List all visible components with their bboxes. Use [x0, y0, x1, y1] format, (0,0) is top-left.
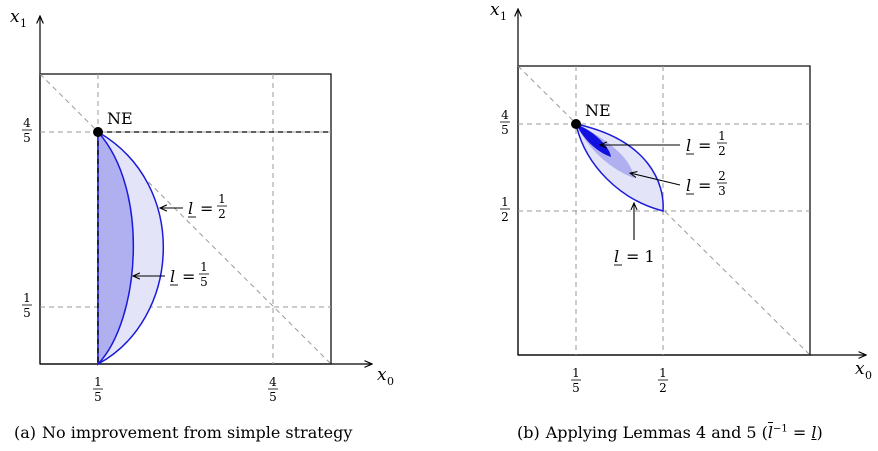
svg-text:1: 1 — [94, 375, 102, 389]
svg-text:2: 2 — [218, 207, 226, 221]
caption-tag: (b) — [517, 423, 540, 442]
svg-text:4: 4 — [501, 108, 509, 122]
svg-text:1: 1 — [23, 291, 31, 305]
svg-text:2: 2 — [659, 381, 667, 395]
svg-text:l: l — [188, 199, 193, 218]
ne-point — [571, 119, 581, 129]
caption-sup: −1 — [773, 423, 788, 435]
y-tick-4-5: 4 5 — [22, 116, 32, 145]
svg-text:3: 3 — [718, 184, 726, 198]
x-axis-label: x — [377, 365, 387, 385]
y-tick-1-5: 1 5 — [22, 291, 32, 320]
svg-text:5: 5 — [23, 131, 31, 145]
svg-text:5: 5 — [94, 390, 102, 404]
svg-text:=: = — [698, 136, 711, 155]
x-tick-1-5: 1 5 — [571, 366, 581, 395]
region-l-fifth — [97, 130, 135, 366]
svg-text:=: = — [182, 267, 195, 286]
svg-text:5: 5 — [501, 123, 509, 137]
x-axis-sub: 0 — [865, 369, 872, 382]
caption-l-under: l — [811, 423, 817, 442]
svg-text:5: 5 — [269, 390, 277, 404]
caption-end: ) — [816, 423, 823, 442]
svg-text:1: 1 — [572, 366, 580, 380]
svg-text:1: 1 — [218, 192, 226, 206]
grid-lines — [39, 73, 332, 365]
diagonal-line — [517, 65, 811, 356]
svg-text:4: 4 — [23, 116, 31, 130]
ne-label: NE — [107, 109, 133, 128]
svg-text:1: 1 — [659, 366, 667, 380]
svg-text:l: l — [170, 267, 175, 286]
annotation-l-fifth: l = 1 5 — [133, 260, 209, 289]
caption-l-bar: l — [767, 423, 774, 442]
svg-text:1: 1 — [501, 195, 509, 209]
svg-text:2: 2 — [718, 144, 726, 158]
y-tick-4-5: 4 5 — [500, 108, 510, 137]
x-axis-label: x — [855, 359, 865, 379]
y-axis-label: x — [10, 7, 20, 27]
annotation-l-two-thirds: l = 2 3 — [630, 169, 727, 198]
diagonal-line — [39, 73, 332, 365]
svg-text:l: l — [686, 136, 691, 155]
ne-label: NE — [585, 101, 611, 120]
x-axis-sub: 0 — [387, 375, 394, 388]
y-axis-sub: 1 — [500, 10, 507, 23]
annotation-l-one: l = 1 — [614, 203, 655, 266]
svg-text:l: l — [614, 247, 619, 266]
panel-a: x 0 x 1 NE 1 5 4 — [10, 7, 394, 404]
annotation-l-half: l = 1 2 — [160, 192, 227, 221]
y-axis-label: x — [490, 0, 500, 20]
caption-mid: = — [787, 423, 812, 442]
caption-tag: (a) — [14, 423, 37, 442]
grid-lines — [517, 65, 811, 356]
svg-text:5: 5 — [200, 275, 208, 289]
svg-text:=: = — [200, 199, 213, 218]
svg-text:5: 5 — [572, 381, 580, 395]
ne-point — [93, 127, 103, 137]
svg-text:2: 2 — [718, 169, 726, 183]
figure: x 0 x 1 NE 1 5 4 — [10, 0, 872, 404]
x-tick-1-5: 1 5 — [93, 375, 103, 404]
svg-text:1: 1 — [200, 260, 208, 274]
x-tick-4-5: 4 5 — [268, 375, 278, 404]
caption-text: No improvement from simple strategy — [42, 423, 353, 442]
svg-text:4: 4 — [269, 375, 277, 389]
svg-text:=: = — [698, 176, 711, 195]
caption-b: (b) Applying Lemmas 4 and 5 (l−1 = l) — [517, 423, 823, 442]
region-l-half — [576, 124, 611, 157]
svg-text:1: 1 — [718, 129, 726, 143]
x-tick-1-2: 1 2 — [658, 366, 668, 395]
svg-text:2: 2 — [501, 210, 509, 224]
y-tick-1-2: 1 2 — [500, 195, 510, 224]
annotation-l-half: l = 1 2 — [600, 129, 727, 158]
bounding-box — [39, 73, 332, 365]
caption-a: (a) No improvement from simple strategy — [14, 423, 352, 442]
svg-text:5: 5 — [23, 306, 31, 320]
caption-text: Applying Lemmas 4 and 5 ( — [545, 423, 768, 442]
y-axis-sub: 1 — [20, 17, 27, 30]
svg-text:= 1: = 1 — [626, 247, 655, 266]
svg-text:l: l — [686, 176, 691, 195]
panel-b: x 0 x 1 NE 1 5 1 2 — [490, 0, 872, 395]
